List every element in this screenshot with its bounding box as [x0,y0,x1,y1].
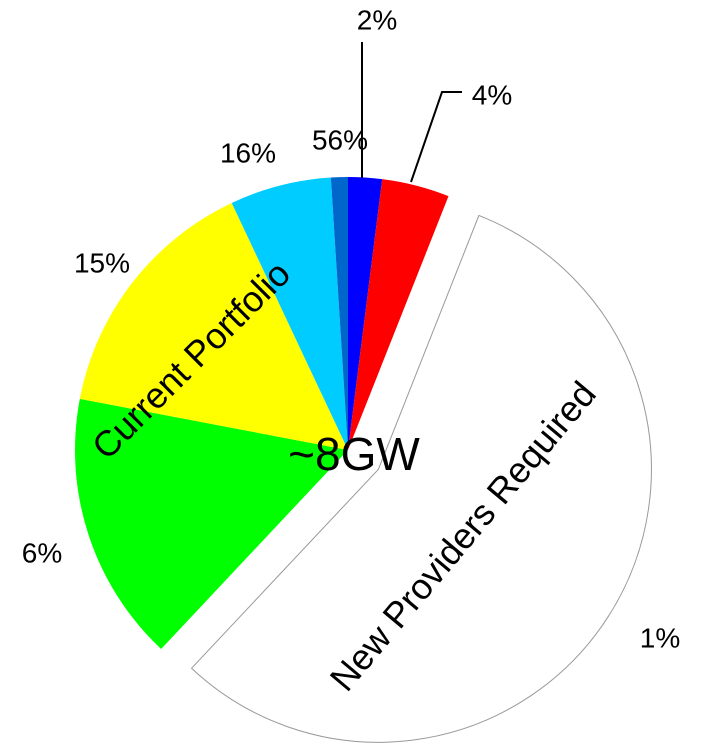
slice [75,398,349,650]
data-label: 6% [22,537,62,568]
data-label: 2% [357,4,397,35]
slice [190,214,652,743]
pie [75,177,652,743]
leader-line [410,91,462,183]
data-label: 56% [312,124,368,155]
data-label: 4% [472,79,512,110]
annotation: ~8GW [288,428,420,480]
slice [330,177,348,450]
labels: 2% 4% 56% 16% 15% 6% 1% [22,4,680,653]
data-label: 15% [74,247,130,278]
slice [79,202,349,450]
data-label: 16% [220,137,276,168]
slice [348,179,449,450]
data-label: 1% [640,622,680,653]
slice [348,177,383,450]
slice [231,177,348,450]
